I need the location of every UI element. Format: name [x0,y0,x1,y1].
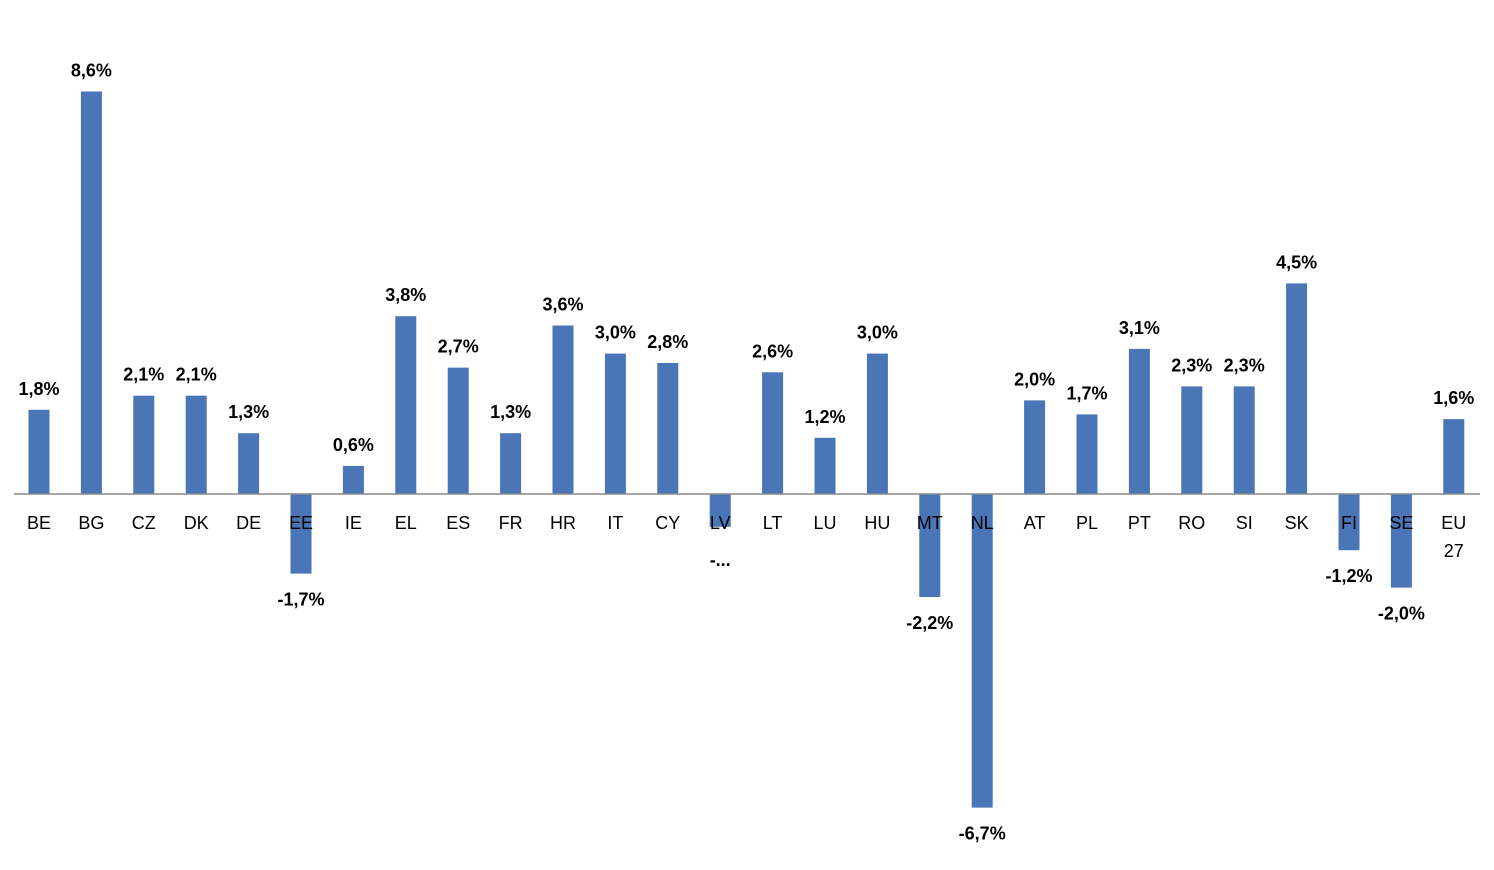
data-label: 8,6% [71,61,112,81]
x-tick-label: IT [607,513,623,533]
bar-dk [185,395,207,494]
bar-si [1233,386,1255,494]
bar-cy [657,363,679,494]
bar-it [604,353,626,494]
x-tick-label: LU [813,513,836,533]
x-tick-label: LV [710,513,731,533]
data-label: 1,2% [804,407,845,427]
data-labels: 1,8% 8,6% 2,1% 2,1% 1,3% -1,7% 0,6% 3,8% 2,7% 1,3… [18,61,1474,844]
bar-fi [1338,494,1360,551]
x-tick-label: IE [345,513,362,533]
x-tick-label: BG [78,513,104,533]
x-tick-label: SE [1389,513,1413,533]
x-tick-label: NL [971,513,994,533]
bar-pt [1128,348,1150,494]
x-tick-label: DK [184,513,209,533]
bar-fr [500,433,522,494]
data-label: 1,3% [490,402,531,422]
data-label: -2,2% [906,613,953,633]
bar-es [447,367,469,494]
x-tick-label: MT [917,513,943,533]
bar-lv [709,494,731,527]
data-label: 2,6% [752,341,793,361]
data-label: -... [710,550,731,570]
bar-ie [342,465,364,494]
x-tick-labels: BE BG CZ DK DE EE IE EL ES FR HR IT CY LV LT LU HU MT NL AT… [27,513,1466,561]
x-tick-label: HR [550,513,576,533]
x-tick-label: BE [27,513,51,533]
x-tick-label: FR [499,513,523,533]
x-tick-label: RO [1178,513,1205,533]
x-tick-label: CZ [132,513,156,533]
bar-mt [919,494,941,597]
data-label: 1,3% [228,402,269,422]
x-tick-label: ES [446,513,470,533]
x-tick-label: LT [763,513,783,533]
bar-bg [80,91,102,494]
data-label: 3,1% [1119,318,1160,338]
x-tick-label: DE [236,513,261,533]
data-label: 2,1% [123,365,164,385]
data-label: 2,7% [438,337,479,357]
x-tick-label: EE [289,513,313,533]
data-label: 1,8% [18,379,59,399]
bar-lu [814,437,836,494]
data-label: -1,2% [1325,566,1372,586]
x-tick-label: AT [1024,513,1046,533]
data-label: 2,3% [1224,355,1265,375]
data-label: 2,0% [1014,369,1055,389]
bar-pl [1076,414,1098,494]
x-tick-label: EL [395,513,417,533]
data-label: -1,7% [277,590,324,610]
bar-se [1390,494,1412,588]
data-label: 3,8% [385,285,426,305]
bar-nl [971,494,993,808]
bars-group [28,91,1465,808]
data-label: 2,3% [1171,355,1212,375]
bar-cz [133,395,155,494]
bar-be [28,409,50,494]
x-tick-label: HU [864,513,890,533]
data-label: 3,0% [857,323,898,343]
data-label: 2,1% [176,365,217,385]
data-label: 1,7% [1066,383,1107,403]
x-tick-label: SI [1236,513,1253,533]
bar-el [395,316,417,494]
bar-hu [866,353,888,494]
data-label: 2,8% [647,332,688,352]
x-tick-label: SK [1285,513,1309,533]
x-tick-label: PL [1076,513,1098,533]
x-tick-label: PT [1128,513,1151,533]
bar-ro [1181,386,1203,494]
x-tick-label: EU 27 [1441,513,1466,561]
data-label: 4,5% [1276,252,1317,272]
data-label: 0,6% [333,435,374,455]
x-tick-label: CY [655,513,680,533]
bar-hr [552,325,574,494]
data-label: 3,6% [542,295,583,315]
data-label: 1,6% [1433,388,1474,408]
data-label: 3,0% [595,323,636,343]
data-label: -6,7% [959,824,1006,844]
bar-eu-27 [1443,419,1465,494]
bar-lt [762,372,784,494]
x-tick-label: FI [1341,513,1357,533]
bar-ee [290,494,312,574]
bar-de [238,433,260,494]
data-label: -2,0% [1378,604,1425,624]
bar-at [1024,400,1046,494]
bar-sk [1286,283,1308,494]
